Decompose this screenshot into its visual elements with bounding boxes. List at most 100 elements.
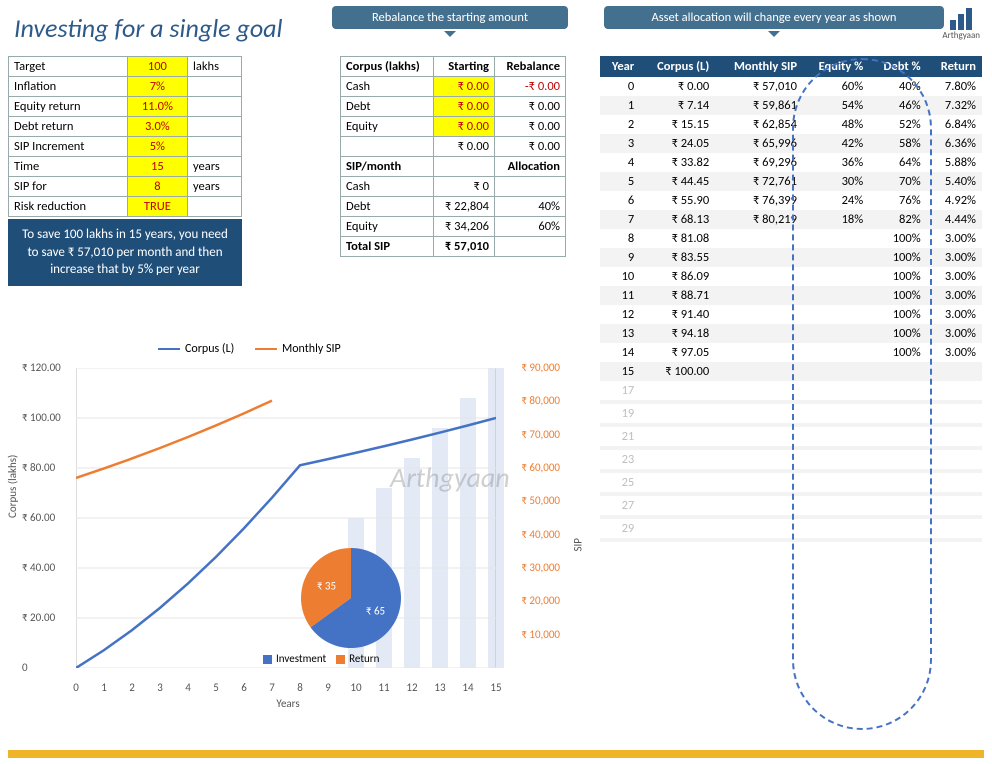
empty-cell: 25 — [600, 473, 640, 492]
year-header: Return — [927, 56, 982, 77]
year-cell: 9 — [600, 248, 640, 267]
year-header: Monthly SIP — [715, 56, 803, 77]
year-cell: 7 — [600, 210, 640, 229]
year-cell: 12 — [600, 305, 640, 324]
corpus-cell: ₹ 33.82 — [640, 153, 715, 172]
corpus-rebalance: ₹ 0.00 — [494, 97, 565, 117]
callout-allocation: Asset allocation will change every year … — [604, 6, 944, 29]
corpus-cell: ₹ 7.14 — [640, 96, 715, 115]
sip-cell — [715, 343, 803, 362]
sip-cell: ₹ 76,399 — [715, 191, 803, 210]
x-axis-label: Years — [276, 697, 299, 710]
empty-cell — [600, 538, 640, 542]
param-label: Inflation — [9, 77, 128, 97]
plot-area: ₹ 65 ₹ 35 — [76, 368, 496, 668]
return-cell — [927, 362, 982, 381]
debt-cell: 100% — [869, 286, 926, 305]
year-cell: 10 — [600, 267, 640, 286]
bottom-accent-bar — [8, 750, 984, 758]
empty-cell: 21 — [600, 427, 640, 446]
pie-legend-investment: Investment — [276, 652, 326, 665]
debt-cell — [869, 362, 926, 381]
sip-cell — [715, 362, 803, 381]
year-cell: 0 — [600, 77, 640, 96]
corpus-cell: ₹ 97.05 — [640, 343, 715, 362]
sip-cell: ₹ 69,296 — [715, 153, 803, 172]
equity-cell: 42% — [803, 134, 869, 153]
legend-corpus: Corpus (L) — [185, 342, 234, 356]
sip-value: ₹ 57,010 — [434, 237, 495, 257]
return-cell: 5.88% — [927, 153, 982, 172]
sip-row-label: Cash — [341, 177, 434, 197]
corpus-table: Corpus (lakhs)StartingRebalanceCash ₹ 0.… — [340, 56, 566, 257]
corpus-starting: ₹ 0.00 — [434, 137, 495, 157]
corpus-cell: ₹ 94.18 — [640, 324, 715, 343]
corpus-cell: ₹ 68.13 — [640, 210, 715, 229]
corpus-cell: ₹ 88.71 — [640, 286, 715, 305]
param-label: Target — [9, 57, 128, 77]
return-cell: 3.00% — [927, 324, 982, 343]
year-table: YearCorpus (L)Monthly SIPEquity %Debt %R… — [600, 56, 982, 542]
sip-alloc — [494, 177, 565, 197]
sip-row-label: Total SIP — [341, 237, 434, 257]
year-header: Equity % — [803, 56, 869, 77]
year-cell: 1 — [600, 96, 640, 115]
param-value[interactable]: 5% — [127, 137, 187, 157]
return-cell: 3.00% — [927, 343, 982, 362]
y2-axis-label: SIP — [572, 538, 585, 552]
year-cell: 15 — [600, 362, 640, 381]
debt-cell: 100% — [869, 324, 926, 343]
corpus-cell: ₹ 0.00 — [640, 77, 715, 96]
year-panel: YearCorpus (L)Monthly SIPEquity %Debt %R… — [600, 56, 982, 542]
svg-text:₹ 35: ₹ 35 — [317, 580, 336, 593]
corpus-starting[interactable]: ₹ 0.00 — [434, 117, 495, 137]
logo: Arthgyaan — [942, 8, 980, 41]
return-cell: 3.00% — [927, 305, 982, 324]
year-cell: 8 — [600, 229, 640, 248]
y1-axis-label: Corpus (lakhs) — [6, 455, 19, 518]
sip-cell: ₹ 72,761 — [715, 172, 803, 191]
corpus-row-label: Cash — [341, 77, 434, 97]
equity-cell: 54% — [803, 96, 869, 115]
equity-cell — [803, 267, 869, 286]
param-unit — [187, 197, 241, 217]
param-unit — [187, 77, 241, 97]
year-cell: 2 — [600, 115, 640, 134]
param-value[interactable]: 8 — [127, 177, 187, 197]
return-cell: 6.84% — [927, 115, 982, 134]
sip-cell: ₹ 59,861 — [715, 96, 803, 115]
param-label: SIP for — [9, 177, 128, 197]
chart: Corpus (L) Monthly SIP Corpus (lakhs) SI… — [8, 338, 568, 710]
corpus-cell: ₹ 86.09 — [640, 267, 715, 286]
return-cell: 4.44% — [927, 210, 982, 229]
equity-cell: 24% — [803, 191, 869, 210]
param-value[interactable]: 11.0% — [127, 97, 187, 117]
param-value[interactable]: 7% — [127, 77, 187, 97]
param-value[interactable]: 100 — [127, 57, 187, 77]
empty-cell: 17 — [600, 381, 640, 400]
corpus-starting[interactable]: ₹ 0.00 — [434, 97, 495, 117]
return-cell: 4.92% — [927, 191, 982, 210]
param-value[interactable]: TRUE — [127, 197, 187, 217]
param-value[interactable]: 15 — [127, 157, 187, 177]
svg-text:₹ 65: ₹ 65 — [366, 604, 385, 617]
param-label: Debt return — [9, 117, 128, 137]
corpus-starting[interactable]: ₹ 0.00 — [434, 77, 495, 97]
year-cell: 13 — [600, 324, 640, 343]
debt-cell: 100% — [869, 248, 926, 267]
equity-cell — [803, 286, 869, 305]
params-table: Target 100 lakhsInflation 7% Equity retu… — [8, 56, 242, 217]
legend-sip: Monthly SIP — [282, 342, 341, 356]
sip-alloc: 40% — [494, 197, 565, 217]
debt-cell: 82% — [869, 210, 926, 229]
year-cell: 6 — [600, 191, 640, 210]
param-value[interactable]: 3.0% — [127, 117, 187, 137]
empty-cell: 29 — [600, 519, 640, 538]
debt-cell: 64% — [869, 153, 926, 172]
corpus-row-label: Equity — [341, 117, 434, 137]
sip-cell: ₹ 80,219 — [715, 210, 803, 229]
param-label: Equity return — [9, 97, 128, 117]
return-cell: 5.40% — [927, 172, 982, 191]
chart-legend-top: Corpus (L) Monthly SIP — [158, 340, 359, 356]
corpus-cell: ₹ 81.08 — [640, 229, 715, 248]
